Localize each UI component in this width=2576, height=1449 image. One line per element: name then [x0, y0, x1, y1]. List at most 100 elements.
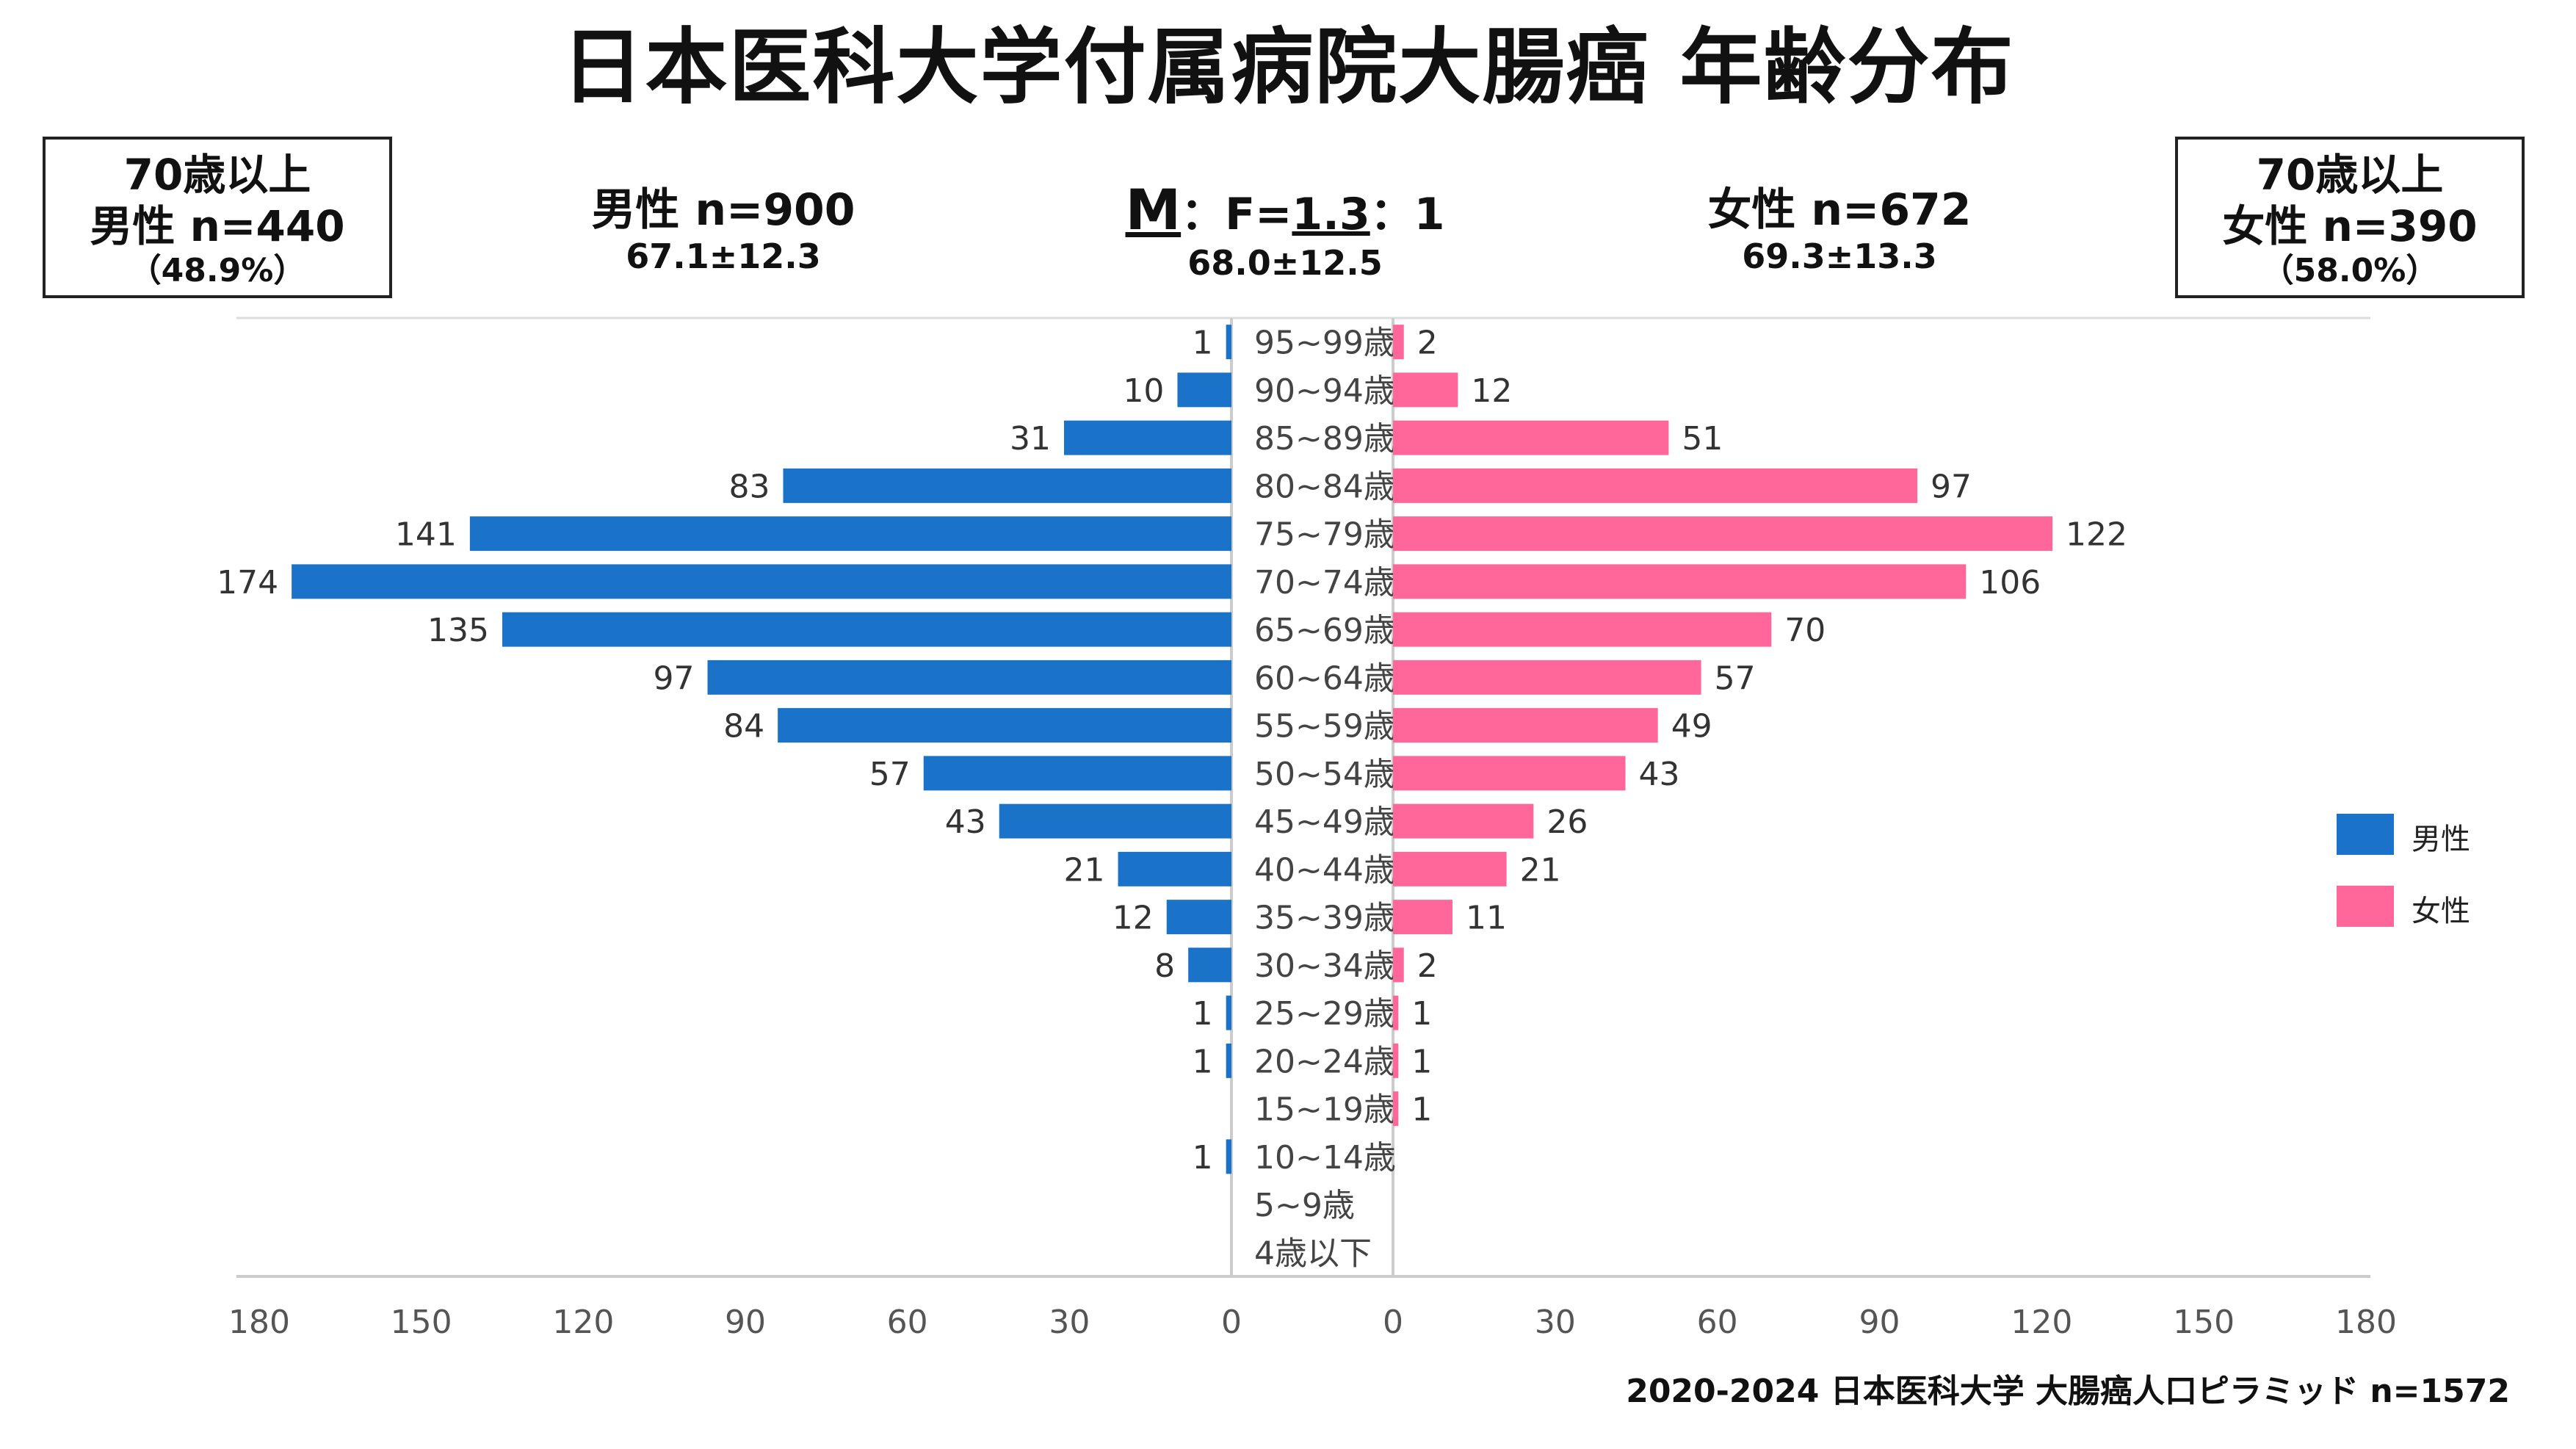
female-bar — [1393, 756, 1626, 791]
x-tick-label-left: 30 — [1049, 1304, 1090, 1341]
ratio-sep2: ：1 — [1370, 189, 1445, 240]
male-data-label: 135 — [427, 612, 489, 649]
male-bar — [1226, 325, 1231, 360]
male-bar — [1226, 1043, 1231, 1078]
female-data-label: 106 — [1979, 564, 2041, 601]
male-bar — [1226, 1139, 1231, 1174]
male-data-label: 84 — [723, 708, 764, 745]
female-data-label: 26 — [1546, 803, 1588, 841]
male-bar — [1188, 947, 1231, 983]
male-data-label: 43 — [945, 803, 986, 841]
category-label: 45~49歳 — [1254, 803, 1396, 841]
female-bar — [1393, 900, 1452, 935]
x-tick-label-left: 150 — [391, 1304, 452, 1341]
male-data-label: 1 — [1193, 325, 1213, 362]
female-data-label: 43 — [1639, 756, 1680, 793]
category-label: 85~89歳 — [1254, 420, 1396, 458]
footer-caption: 2020-2024 日本医科大学 大腸癌人口ピラミッド n=1572 — [1626, 1373, 2510, 1410]
female-bar — [1393, 947, 1404, 983]
female-bar — [1393, 516, 2053, 552]
chart-title: 日本医科大学付属病院大腸癌 年齢分布 — [561, 20, 2015, 115]
female-stat: 女性 n=672 69.3±13.3 — [1660, 184, 2019, 277]
right-summary-box: 70歳以上 女性 n=390 （58.0%） — [2175, 137, 2525, 298]
x-tick-label-left: 0 — [1221, 1304, 1242, 1341]
male-data-label: 21 — [1064, 851, 1105, 889]
left-box-line2: 男性 n=440 — [90, 200, 345, 251]
female-data-label: 1 — [1411, 995, 1432, 1033]
x-tick-label-left: 60 — [887, 1304, 928, 1341]
category-label: 65~69歳 — [1254, 612, 1396, 649]
female-bar — [1393, 420, 1669, 455]
category-label: 60~64歳 — [1254, 660, 1396, 697]
male-bar — [469, 516, 1231, 552]
ratio-mean: 68.0±12.5 — [1187, 243, 1383, 283]
male-bar — [999, 803, 1231, 839]
legend-swatch-male — [2337, 814, 2394, 855]
legend-swatch-female — [2337, 886, 2394, 927]
category-label: 80~84歳 — [1254, 468, 1396, 505]
female-data-label: 51 — [1682, 420, 1723, 458]
x-tick-label-left: 180 — [228, 1304, 290, 1341]
female-bar — [1393, 612, 1772, 647]
male-data-label: 57 — [869, 756, 911, 793]
female-data-label: 57 — [1715, 660, 1756, 697]
x-tick-label-right: 30 — [1535, 1304, 1576, 1341]
female-data-label: 2 — [1417, 325, 1438, 362]
male-bar — [1118, 851, 1231, 886]
left-box-line3: （48.9%） — [129, 252, 306, 290]
female-data-label: 2 — [1417, 947, 1438, 985]
male-bar — [1063, 420, 1231, 455]
male-data-label: 174 — [217, 564, 278, 601]
male-data-label: 8 — [1154, 947, 1175, 985]
category-label: 95~99歳 — [1254, 325, 1396, 362]
category-label: 40~44歳 — [1254, 851, 1396, 889]
female-bar — [1393, 372, 1458, 408]
male-data-label: 12 — [1112, 900, 1154, 937]
left-summary-box: 70歳以上 男性 n=440 （48.9%） — [43, 137, 392, 298]
right-box-line1: 70歳以上 — [2256, 150, 2444, 200]
female-data-label: 21 — [1520, 851, 1561, 889]
male-stat-mean: 67.1±12.3 — [626, 236, 821, 276]
female-data-label: 11 — [1466, 900, 1507, 937]
x-tick-label-right: 150 — [2173, 1304, 2235, 1341]
category-label: 70~74歳 — [1254, 564, 1396, 601]
category-label: 35~39歳 — [1254, 900, 1396, 937]
x-tick-label-right: 120 — [2011, 1304, 2072, 1341]
female-bar — [1393, 564, 1967, 599]
female-stat-label: 女性 n=672 — [1707, 184, 1972, 236]
female-stat-mean: 69.3±13.3 — [1742, 236, 1937, 276]
category-label: 90~94歳 — [1254, 372, 1396, 410]
category-label: 5~9歳 — [1254, 1187, 1355, 1224]
right-box-line3: （58.0%） — [2261, 252, 2439, 290]
x-tick-label-right: 90 — [1859, 1304, 1900, 1341]
male-bar — [1177, 372, 1231, 408]
male-bar — [923, 756, 1231, 791]
category-label: 75~79歳 — [1254, 516, 1396, 554]
female-bar — [1393, 660, 1701, 695]
category-label: 55~59歳 — [1254, 708, 1396, 745]
female-bar — [1393, 1091, 1399, 1127]
female-data-label: 49 — [1671, 708, 1712, 745]
female-bar — [1393, 995, 1399, 1030]
female-bar — [1393, 1043, 1399, 1078]
ratio-m: M — [1125, 177, 1182, 242]
male-bar — [292, 564, 1232, 599]
female-bar — [1393, 851, 1507, 886]
male-stat-label: 男性 n=900 — [591, 184, 855, 236]
category-label: 10~14歳 — [1254, 1139, 1396, 1177]
female-data-label: 12 — [1471, 372, 1512, 410]
male-data-label: 1 — [1193, 1139, 1213, 1177]
male-data-label: 10 — [1123, 372, 1164, 410]
legend-label-female: 女性 — [2412, 895, 2470, 928]
legend-label-male: 男性 — [2412, 823, 2470, 856]
male-data-label: 1 — [1193, 995, 1213, 1033]
male-bar — [1226, 995, 1231, 1030]
female-bar — [1393, 803, 1534, 839]
male-data-label: 31 — [1010, 420, 1051, 458]
female-bar — [1393, 468, 1918, 503]
female-data-label: 122 — [2066, 516, 2127, 554]
category-label: 30~34歳 — [1254, 947, 1396, 985]
male-data-label: 1 — [1193, 1043, 1213, 1080]
male-data-label: 83 — [728, 468, 770, 505]
